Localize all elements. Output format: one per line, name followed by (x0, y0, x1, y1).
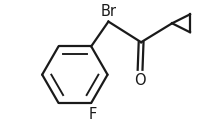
Text: Br: Br (100, 4, 116, 19)
Text: F: F (89, 108, 97, 122)
Text: O: O (134, 73, 146, 88)
